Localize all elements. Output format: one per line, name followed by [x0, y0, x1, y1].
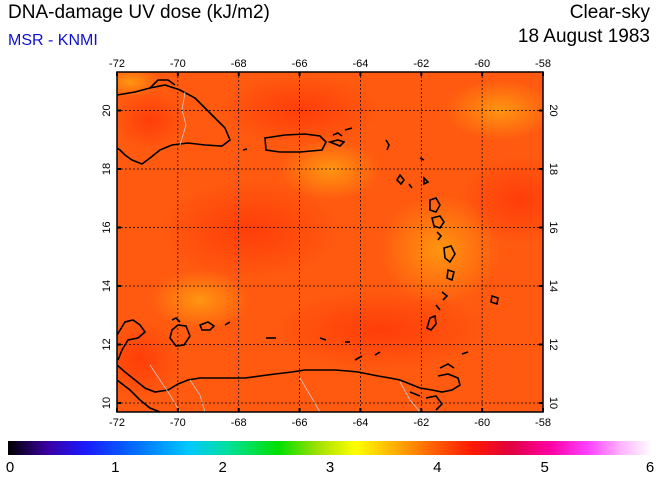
- border-group: [149, 91, 421, 412]
- map-title: DNA-damage UV dose (kJ/m2): [8, 2, 270, 23]
- colorbar-tick-label: 5: [540, 459, 549, 476]
- axis-ticks: -72 -72 -70 -70 -68 -68 -66 -66 -64 -64 -62 -62 -60 -…: [101, 58, 559, 429]
- colorbar-tick-label: 4: [433, 459, 442, 476]
- longitude-tick-label: -64: [352, 417, 368, 429]
- longitude-tick-label: -68: [231, 417, 247, 429]
- latitude-tick-label: 10: [101, 397, 113, 409]
- date-label: 18 August 1983: [517, 26, 650, 47]
- longitude-tick-label: -64: [352, 58, 368, 70]
- longitude-tick-label: -66: [292, 58, 308, 70]
- sky-condition-label: Clear-sky: [569, 2, 650, 23]
- latitude-tick-label: 18: [547, 163, 559, 175]
- graticule: [117, 72, 543, 412]
- longitude-tick-label: -60: [474, 58, 490, 70]
- longitude-tick-label: -62: [413, 417, 429, 429]
- longitude-tick-label: -70: [170, 417, 186, 429]
- colorbar: [8, 441, 652, 455]
- latitude-tick-label: 16: [101, 221, 113, 233]
- dose-field: [117, 72, 543, 412]
- coastline-group: [117, 79, 499, 412]
- longitude-tick-label: -72: [109, 58, 125, 70]
- map-frame: [116, 71, 544, 413]
- source-label: MSR - KNMI: [8, 32, 98, 49]
- latitude-tick-label: 12: [547, 338, 559, 350]
- longitude-tick-label: -60: [474, 417, 490, 429]
- latitude-tick-label: 18: [101, 163, 113, 175]
- latitude-tick-label: 12: [101, 338, 113, 350]
- uv-dose-map: -72 -72 -70 -70 -68 -68 -66 -66 -64 -64 -62 -62 -60 -…: [101, 58, 559, 429]
- colorbar-tick-label: 2: [218, 459, 227, 476]
- longitude-tick-label: -58: [535, 417, 551, 429]
- latitude-tick-label: 16: [547, 221, 559, 233]
- longitude-tick-label: -72: [109, 417, 125, 429]
- latitude-tick-label: 20: [547, 104, 559, 116]
- longitude-tick-label: -70: [170, 58, 186, 70]
- colorbar-tick-label: 6: [645, 459, 655, 476]
- colorbar-tick-label: 1: [111, 459, 120, 476]
- latitude-tick-label: 14: [547, 280, 559, 292]
- colorbar-tick-label: 3: [325, 459, 335, 476]
- longitude-tick-label: -66: [292, 417, 308, 429]
- latitude-tick-label: 20: [101, 104, 113, 116]
- latitude-tick-label: 14: [101, 280, 113, 292]
- colorbar-tick-label: 0: [5, 459, 15, 476]
- longitude-tick-label: -68: [231, 58, 247, 70]
- latitude-tick-label: 10: [547, 397, 559, 409]
- longitude-tick-label: -62: [413, 58, 429, 70]
- longitude-tick-label: -58: [535, 58, 551, 70]
